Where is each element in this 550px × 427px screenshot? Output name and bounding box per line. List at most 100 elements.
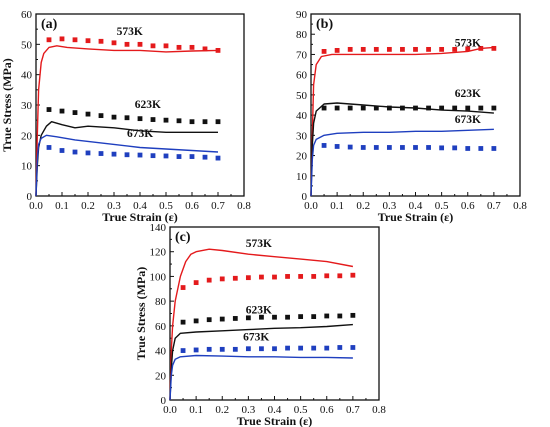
data-point <box>426 46 431 52</box>
plot-frame <box>310 13 521 197</box>
data-point <box>298 345 304 351</box>
data-point <box>137 41 143 47</box>
data-point <box>347 105 353 111</box>
data-point <box>321 105 327 111</box>
data-point <box>334 48 340 53</box>
data-point <box>324 273 330 279</box>
data-point <box>219 316 225 322</box>
data-point <box>324 345 330 351</box>
series-label: 573K <box>246 238 272 250</box>
panel-label: (b) <box>316 17 333 32</box>
y-tick-label: 140 <box>150 222 167 234</box>
data-point <box>350 272 356 278</box>
data-point <box>491 45 497 51</box>
panel-label: (c) <box>175 230 191 245</box>
y-tick-label: 100 <box>150 271 167 283</box>
x-tick-label: 0.8 <box>372 404 386 416</box>
data-point <box>206 317 212 323</box>
y-tick-label: 20 <box>21 130 33 142</box>
series-line <box>35 134 219 197</box>
x-tick-label: 0.7 <box>346 404 360 416</box>
series-623K: 623K <box>310 88 497 197</box>
data-point <box>400 105 405 111</box>
data-point <box>232 346 238 352</box>
y-tick-label: 50 <box>296 90 308 102</box>
data-point <box>59 148 65 153</box>
x-tick-label: 0.6 <box>185 200 199 212</box>
data-point <box>124 115 130 121</box>
data-point <box>189 154 195 159</box>
data-point <box>334 105 340 111</box>
data-point <box>337 313 343 319</box>
data-point <box>360 105 366 111</box>
data-point <box>46 107 52 112</box>
data-point <box>180 285 186 290</box>
x-tick-label: 0.4 <box>133 200 147 212</box>
data-point <box>180 319 186 325</box>
y-tick-label: 40 <box>155 346 167 358</box>
data-point <box>150 153 156 159</box>
data-point <box>360 145 366 150</box>
data-point <box>491 146 497 151</box>
x-tick-label: 0.4 <box>268 404 282 416</box>
y-tick-label: 80 <box>155 296 167 308</box>
data-point <box>321 49 327 54</box>
series-573K: 573K <box>35 26 221 197</box>
data-point <box>413 46 418 52</box>
data-point <box>150 43 156 49</box>
data-point <box>439 145 445 151</box>
x-tick-label: 0.4 <box>409 200 423 212</box>
data-point <box>452 46 458 52</box>
data-point <box>400 145 405 150</box>
data-point <box>215 155 221 161</box>
series-line <box>169 248 354 401</box>
data-point <box>386 105 392 111</box>
data-point <box>386 46 392 52</box>
data-point <box>465 146 471 151</box>
data-point <box>311 345 317 351</box>
data-point <box>311 314 317 319</box>
data-point <box>59 36 65 42</box>
series-573K: 573K <box>169 238 356 401</box>
data-point <box>298 314 304 319</box>
y-tick-label: 70 <box>296 49 308 61</box>
x-tick-label: 0.7 <box>211 200 225 212</box>
x-tick-label: 0.3 <box>107 200 121 212</box>
data-point <box>85 111 91 117</box>
data-point <box>137 152 143 158</box>
x-tick-label: 0.1 <box>189 404 203 416</box>
series-673K: 673K <box>35 128 221 197</box>
series-label: 573K <box>117 26 143 38</box>
data-point <box>350 312 356 318</box>
series-623K: 623K <box>169 305 356 401</box>
series-623K: 623K <box>35 99 221 197</box>
data-point <box>337 345 343 350</box>
y-tick-label: 0 <box>27 191 33 203</box>
series-label: 623K <box>135 99 161 111</box>
data-point <box>285 314 290 320</box>
y-tick-label: 120 <box>150 247 167 259</box>
data-point <box>124 152 130 158</box>
data-point <box>111 114 117 120</box>
data-point <box>259 274 264 280</box>
series-label: 673K <box>127 128 153 140</box>
y-tick-label: 0 <box>302 191 308 203</box>
data-point <box>465 46 471 52</box>
x-tick-label: 0.2 <box>81 200 95 212</box>
data-point <box>206 277 212 283</box>
x-tick-label: 0.3 <box>242 404 256 416</box>
y-tick-label: 40 <box>296 110 308 122</box>
data-point <box>232 316 238 321</box>
data-point <box>163 43 169 49</box>
data-point <box>98 38 104 44</box>
data-point <box>176 154 182 159</box>
data-point <box>259 346 264 352</box>
data-point <box>465 105 471 111</box>
data-point <box>272 314 277 320</box>
data-point <box>232 275 238 281</box>
x-tick-label: 0.5 <box>294 404 308 416</box>
y-axis-label: True Stress (MPa) <box>134 267 148 361</box>
data-point <box>259 314 264 320</box>
data-point <box>373 145 379 150</box>
